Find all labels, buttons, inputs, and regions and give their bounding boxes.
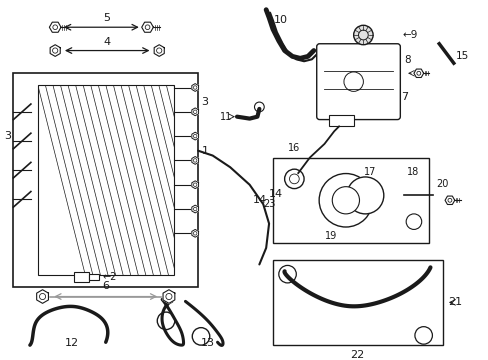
Text: 5: 5 (103, 13, 110, 23)
Text: 22: 22 (350, 350, 364, 360)
Bar (329, 115, 353, 126)
Polygon shape (191, 181, 198, 189)
Polygon shape (154, 45, 164, 57)
Bar (13, 73, 198, 287)
Bar (38, 85, 173, 275)
Ellipse shape (319, 174, 372, 227)
Text: 18: 18 (406, 167, 418, 177)
Polygon shape (191, 84, 198, 91)
Polygon shape (191, 157, 198, 164)
Text: ←2: ←2 (102, 272, 117, 282)
Text: 15: 15 (455, 51, 468, 62)
Text: 17: 17 (363, 167, 376, 177)
Bar (272, 158, 427, 243)
Text: 23: 23 (263, 199, 275, 209)
Polygon shape (50, 45, 60, 57)
Bar (74, 272, 89, 282)
Text: 8: 8 (404, 55, 410, 66)
Text: 1: 1 (202, 146, 208, 156)
Bar (272, 260, 442, 345)
Polygon shape (163, 290, 175, 303)
Text: 3: 3 (4, 131, 11, 141)
FancyBboxPatch shape (316, 44, 400, 120)
Text: 10: 10 (273, 15, 287, 24)
Polygon shape (191, 229, 198, 237)
Bar (89, 274, 99, 280)
Polygon shape (191, 132, 198, 140)
Polygon shape (191, 205, 198, 213)
Text: 19: 19 (325, 231, 337, 242)
Text: 11: 11 (220, 112, 232, 122)
Text: 12: 12 (64, 338, 79, 348)
Polygon shape (49, 22, 61, 32)
Polygon shape (191, 108, 198, 116)
Text: 3: 3 (201, 97, 207, 107)
Polygon shape (37, 290, 48, 303)
Text: 6: 6 (102, 281, 109, 291)
Text: 16: 16 (287, 143, 300, 153)
Text: 21: 21 (447, 297, 461, 307)
Ellipse shape (346, 177, 383, 214)
Ellipse shape (331, 187, 359, 214)
Text: 7: 7 (401, 92, 407, 102)
Polygon shape (142, 22, 153, 32)
Text: 13: 13 (201, 338, 214, 348)
Polygon shape (444, 196, 454, 204)
Text: 14: 14 (252, 195, 266, 205)
Text: 14: 14 (268, 189, 283, 199)
Polygon shape (413, 69, 423, 77)
Text: 4: 4 (103, 37, 110, 47)
Circle shape (353, 25, 372, 45)
Text: ←9: ←9 (402, 30, 417, 40)
Text: 20: 20 (435, 179, 447, 189)
